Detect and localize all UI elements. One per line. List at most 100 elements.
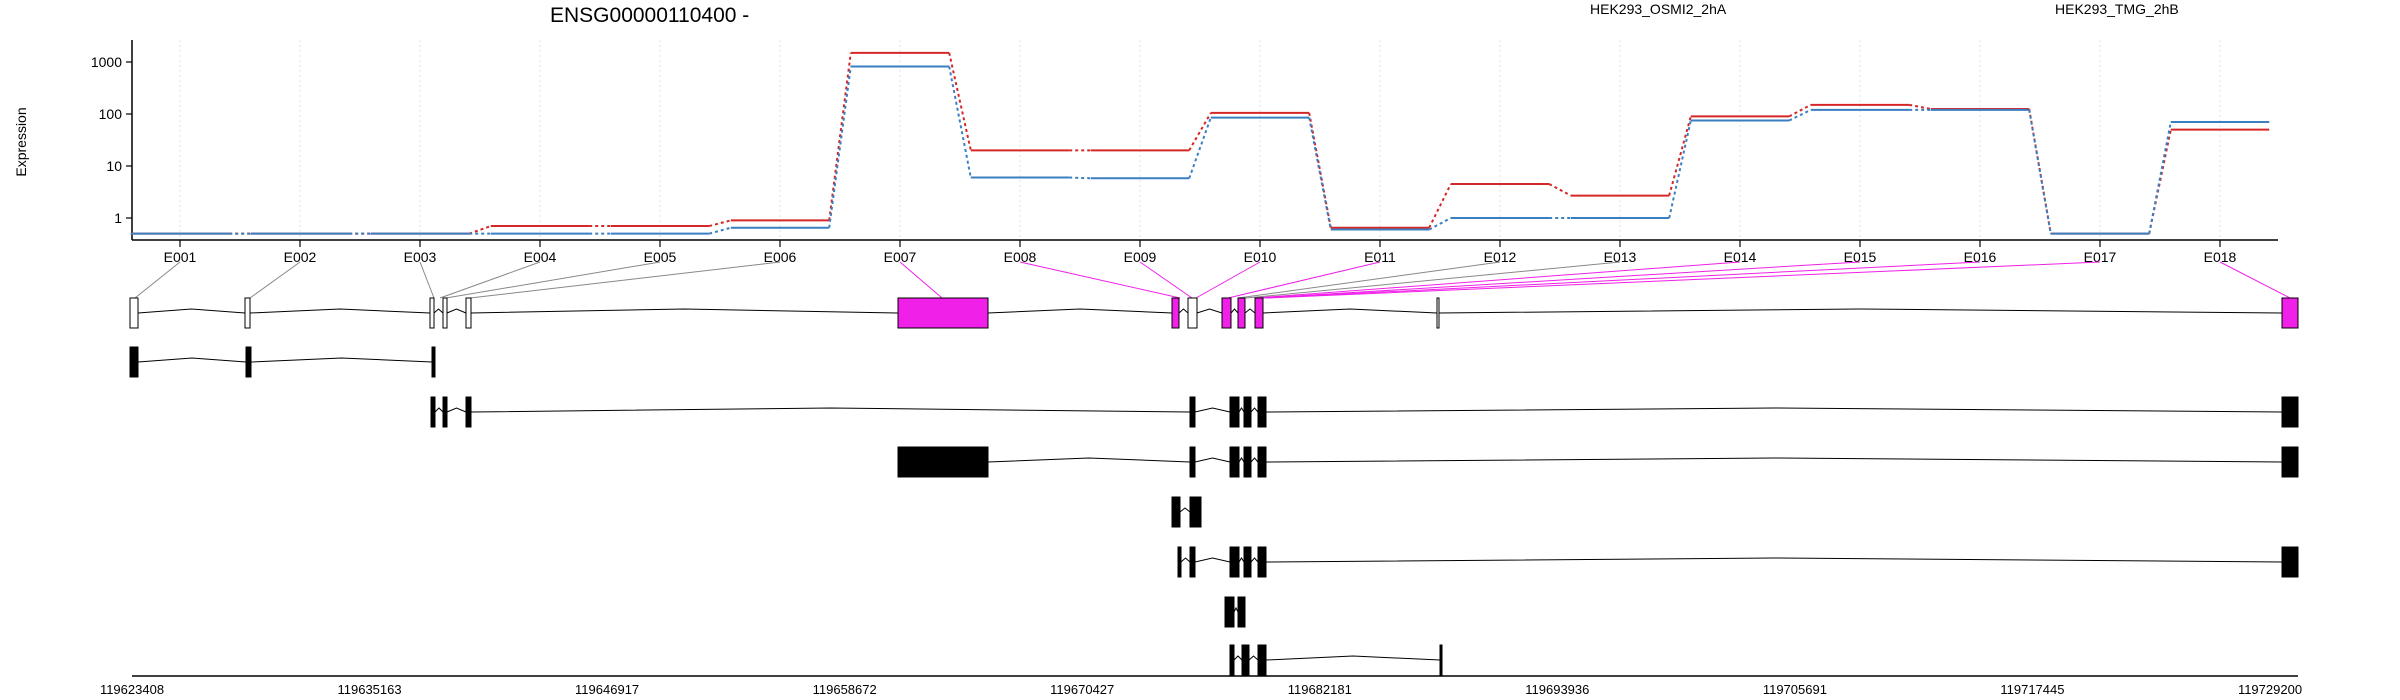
exon-link-line — [1261, 261, 1861, 299]
exon-box — [429, 297, 435, 329]
intron-line — [1194, 557, 1231, 563]
intron-line — [1248, 655, 1259, 661]
exon-link-line — [1019, 261, 1181, 299]
transcript-exon — [1229, 396, 1240, 428]
y-tick-label: 1 — [114, 210, 122, 226]
intron-line — [137, 357, 247, 363]
legend-entry-tmg: HEK293_TMG_2hB — [2055, 1, 2179, 17]
x-tick-label-e004: E004 — [524, 249, 557, 265]
intron-line — [1250, 557, 1259, 563]
series-connector — [1788, 103, 1812, 118]
transcript-row — [1224, 596, 1246, 628]
exon-link-line — [1139, 261, 1193, 299]
intron-line — [446, 407, 467, 413]
intron-line — [1238, 407, 1245, 413]
exon-link-line — [1237, 261, 1501, 299]
genomic-coordinate-label: 119635163 — [338, 682, 402, 697]
transcript-exon — [442, 396, 448, 428]
merged-exon-model — [129, 297, 2299, 329]
exon-link-line — [2219, 261, 2291, 299]
intron-line — [250, 357, 433, 363]
exon-box — [2281, 297, 2299, 329]
transcript-row — [430, 396, 2299, 428]
series-connector — [1668, 120, 1692, 219]
transcript-exon — [1171, 496, 1181, 528]
series-connector — [1428, 183, 1452, 229]
exon-box — [1436, 297, 1440, 329]
series-connector — [2148, 129, 2172, 234]
transcript-exon — [1439, 644, 1443, 676]
genomic-coordinate-label: 119646917 — [575, 682, 639, 697]
plot-area: 1000 100 10 1 E001 E002 E003 E004 E005 E006 E007 E0… — [91, 40, 2278, 265]
exon-link-line — [445, 261, 661, 299]
intron-line — [470, 407, 1191, 413]
transcript-exon — [430, 396, 436, 428]
series-connector — [948, 66, 972, 178]
x-tick-label-e005: E005 — [644, 249, 677, 265]
x-tick-label-e016: E016 — [1964, 249, 1997, 265]
intron-line — [1233, 606, 1239, 613]
transcript-exon — [1229, 546, 1240, 578]
exon-box — [1254, 297, 1264, 329]
y-tick-label: 10 — [106, 158, 122, 174]
transcript-exon — [1243, 546, 1252, 578]
series-connector — [2028, 109, 2052, 234]
transcript-exon — [1177, 546, 1182, 578]
exon-box — [1187, 297, 1198, 329]
y-tick-label: 1000 — [91, 54, 122, 70]
x-tick-label-e015: E015 — [1844, 249, 1877, 265]
intron-line — [1244, 308, 1256, 314]
series-connector — [1188, 112, 1212, 151]
intron-line — [1265, 557, 2283, 563]
transcript-exon — [245, 346, 252, 378]
x-tick-label-e017: E017 — [2084, 249, 2117, 265]
transcript-exon — [1189, 546, 1196, 578]
exon-link-line — [1267, 261, 2101, 299]
intron-line — [446, 308, 467, 314]
intron-line — [1265, 407, 2283, 413]
intron-line — [1265, 457, 2283, 463]
x-tick-label-e002: E002 — [284, 249, 317, 265]
series-connector — [1788, 108, 1812, 122]
intron-line — [987, 457, 1191, 463]
intron-line — [1250, 407, 1259, 413]
intron-line — [1238, 557, 1245, 563]
x-tick-label-e008: E008 — [1004, 249, 1037, 265]
intron-line — [1230, 308, 1239, 314]
intron-line — [249, 308, 431, 314]
series-connector — [1308, 117, 1332, 230]
genomic-coordinate-label: 119705691 — [1763, 682, 1827, 697]
intron-line — [470, 308, 899, 314]
series-connector — [1909, 103, 1931, 110]
intron-line — [1178, 308, 1189, 314]
exon-box — [1237, 297, 1246, 329]
exon-box — [1221, 297, 1232, 329]
x-tick-label-e006: E006 — [764, 249, 797, 265]
series-connector — [2148, 121, 2172, 234]
chart-title: ENSG00000110400 - — [550, 4, 749, 27]
series-osmi2 — [130, 51, 2270, 235]
gene-model: 119623408 119635163 119646917 119658672 1196… — [100, 261, 2302, 697]
series-connector — [948, 52, 972, 151]
exon-link-line — [1254, 261, 1741, 299]
y-tick-label: 100 — [99, 106, 123, 122]
exon-box — [129, 297, 139, 329]
transcript-row — [1177, 546, 2299, 578]
x-tick-label-e013: E013 — [1604, 249, 1637, 265]
exon-link-line — [134, 261, 181, 299]
transcript-exon — [1189, 396, 1196, 428]
intron-line — [1238, 457, 1245, 463]
x-tick-label-e011: E011 — [1364, 249, 1396, 265]
series-connector — [828, 66, 852, 228]
genomic-coordinate-label: 119623408 — [100, 682, 164, 697]
intron-line — [433, 308, 444, 314]
genomic-coordinate-label: 119682181 — [1288, 682, 1352, 697]
exon-link-line — [1195, 261, 1261, 299]
genomic-coordinate-label: 119693936 — [1525, 682, 1589, 697]
x-tick-label-e003: E003 — [404, 249, 437, 265]
x-tick-label-e014: E014 — [1724, 249, 1757, 265]
series-connector — [708, 226, 732, 235]
x-tick-label-e009: E009 — [1124, 249, 1157, 265]
transcript-row — [1171, 496, 1202, 528]
